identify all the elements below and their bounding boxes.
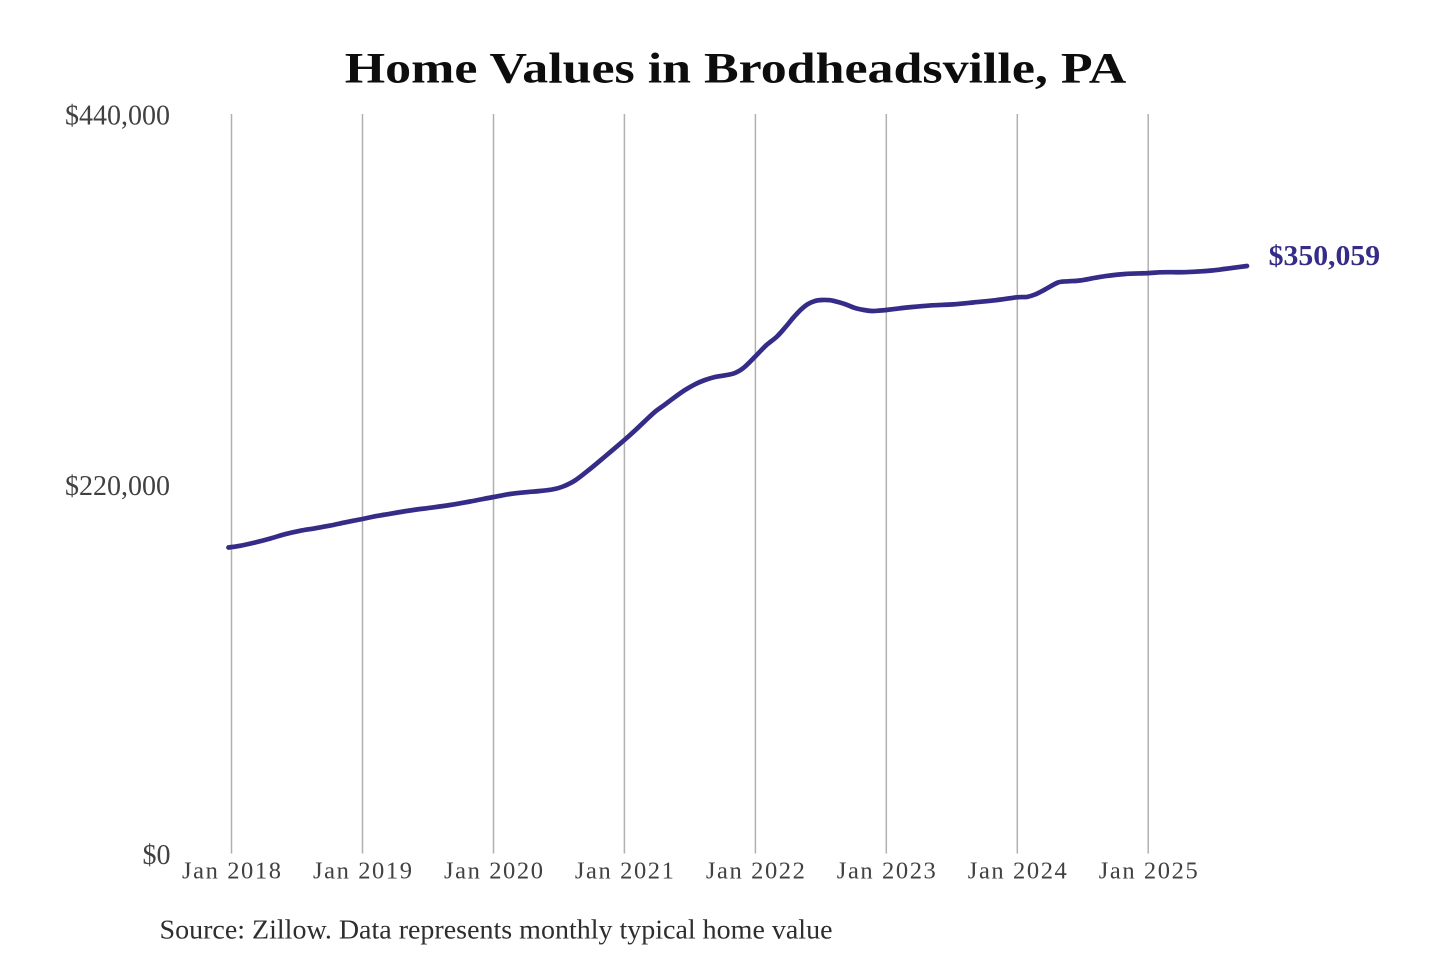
svg-text:Jan 2020: Jan 2020 (444, 858, 543, 885)
svg-text:$350,059: $350,059 (1269, 240, 1381, 272)
svg-text:Jan 2025: Jan 2025 (1099, 858, 1198, 885)
svg-text:Jan 2022: Jan 2022 (706, 858, 805, 885)
svg-text:Jan 2024: Jan 2024 (968, 858, 1067, 885)
svg-text:$440,000: $440,000 (65, 101, 170, 132)
svg-text:$220,000: $220,000 (65, 471, 170, 502)
svg-text:Source: Zillow. Data represent: Source: Zillow. Data represents monthly … (160, 914, 833, 944)
svg-text:Home Values in Brodheadsville,: Home Values in Brodheadsville, PA (345, 45, 1127, 93)
svg-text:Jan 2023: Jan 2023 (837, 858, 936, 885)
svg-text:Jan 2021: Jan 2021 (575, 858, 674, 885)
svg-text:Jan 2019: Jan 2019 (313, 858, 412, 885)
svg-text:Jan 2018: Jan 2018 (182, 858, 281, 885)
svg-text:$0: $0 (143, 840, 171, 871)
